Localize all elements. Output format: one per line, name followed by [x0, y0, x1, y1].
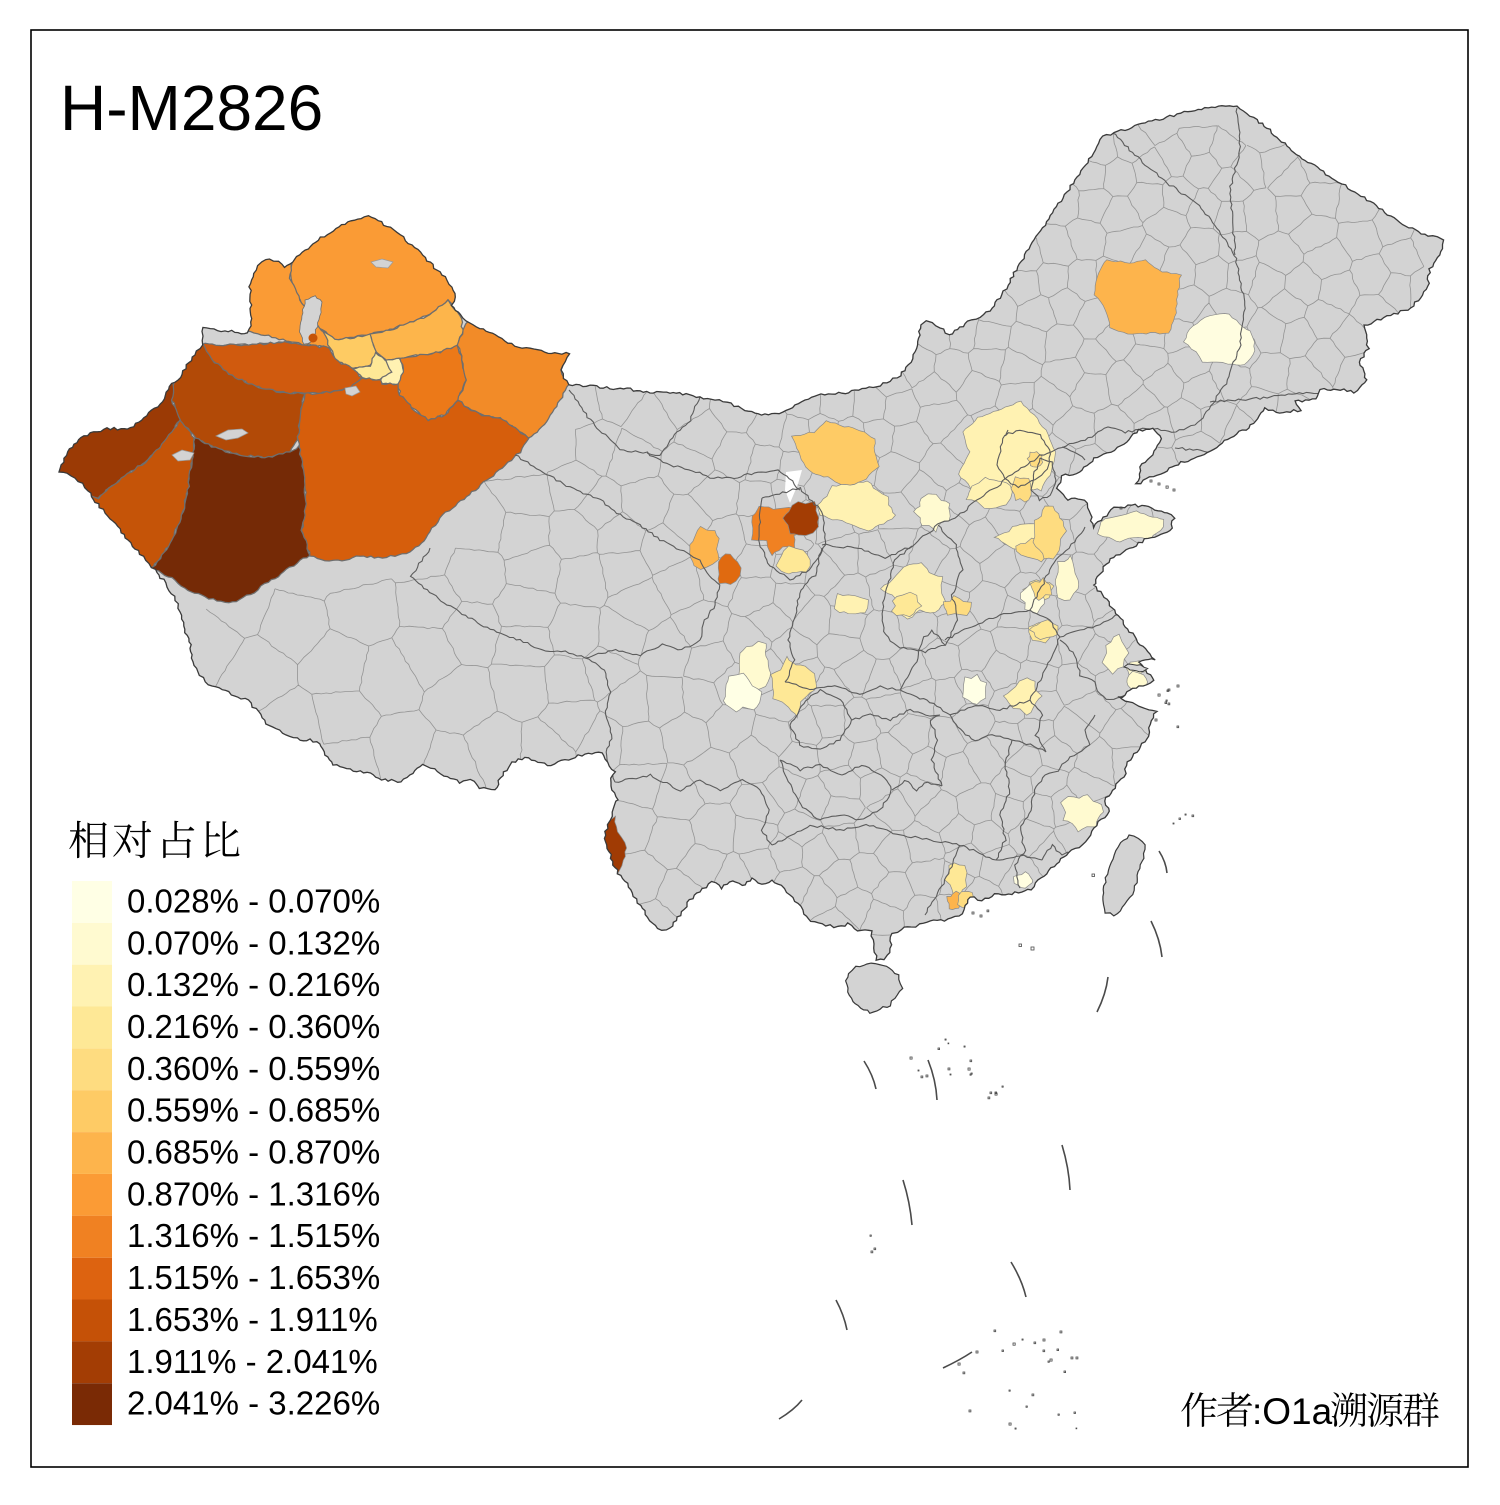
svg-text:1.911% - 2.041%: 1.911% - 2.041%: [127, 1343, 378, 1380]
svg-text:1.653% - 1.911%: 1.653% - 1.911%: [127, 1301, 378, 1338]
svg-text:0.360% - 0.559%: 0.360% - 0.559%: [127, 1050, 380, 1087]
svg-text:1.316% - 1.515%: 1.316% - 1.515%: [127, 1217, 380, 1254]
svg-text:0.132% - 0.216%: 0.132% - 0.216%: [127, 966, 380, 1003]
svg-text:2.041% - 3.226%: 2.041% - 3.226%: [127, 1385, 380, 1422]
svg-text:0.216% - 0.360%: 0.216% - 0.360%: [127, 1008, 380, 1045]
svg-text:0.870% - 1.316%: 0.870% - 1.316%: [127, 1175, 380, 1212]
svg-text:0.028% - 0.070%: 0.028% - 0.070%: [127, 882, 380, 919]
svg-text:0.559% - 0.685%: 0.559% - 0.685%: [127, 1092, 380, 1129]
svg-text:0.070% - 0.132%: 0.070% - 0.132%: [127, 924, 380, 961]
svg-text::O1a: :O1a: [1252, 1391, 1333, 1432]
svg-text:H-M2826: H-M2826: [60, 72, 323, 144]
svg-text:1.515% - 1.653%: 1.515% - 1.653%: [127, 1259, 380, 1296]
svg-text:0.685% - 0.870%: 0.685% - 0.870%: [127, 1134, 380, 1171]
